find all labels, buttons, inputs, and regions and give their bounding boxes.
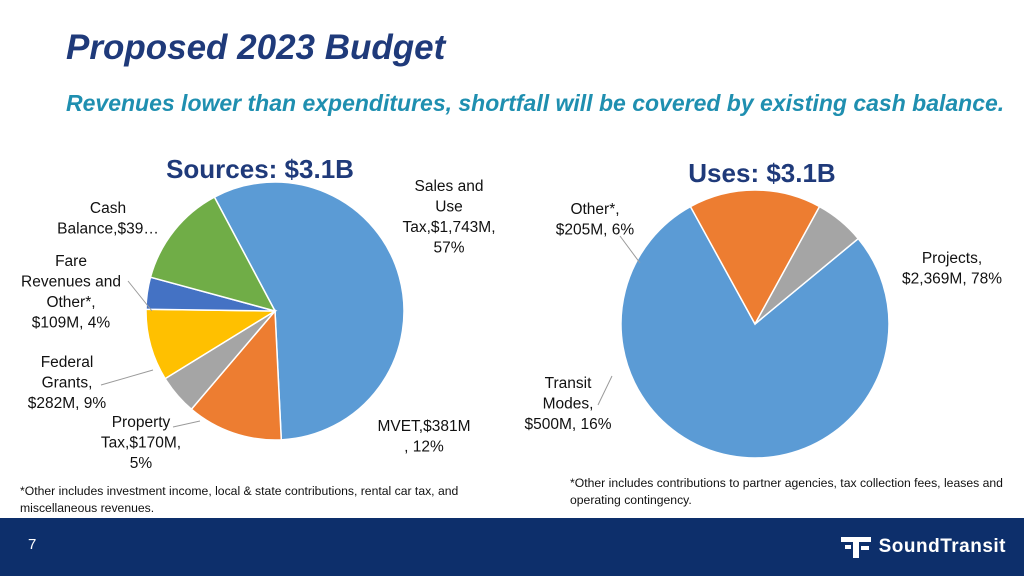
sources-chart-title: Sources: $3.1B [166,154,354,184]
uses-footnote: *Other includes contributions to partner… [570,476,1003,507]
sources-slice-cash-balance [149,196,277,313]
uses-pie: Projects, $2,369M, 78% Transit Modes, $500M,… [524,189,1002,459]
sources-label-cash-balance: Cash Balance,$39… [57,200,159,238]
uses-label-projects: Projects, $2,369M, 78% [902,250,1002,288]
sources-pie: Sales and Use Tax,$1,743M, 57% MVET,$381M, 1… [21,178,496,472]
slide-title: Proposed 2023 Budget [66,28,446,67]
slide-subtitle: Revenues lower than expenditures, shortf… [66,90,1005,116]
sources-footnote: *Other includes investment income, local… [20,484,459,515]
uses-chart-title: Uses: $3.1B [688,158,835,188]
sources-slice-sales-and-use-tax [213,181,405,441]
sources-leader-fare-revenues-and-other [127,280,153,312]
sources-leader-property-tax [172,420,201,428]
page-number: 7 [28,536,37,553]
sources-slice-mvet [190,309,283,441]
budget-charts: Sources: $3.1B Uses: $3.1B Sales and Use T… [21,154,1002,472]
footer-bar: 7 SoundTransit [0,518,1024,576]
uses-leader-other [619,235,641,264]
logo-text: SoundTransit [878,536,1006,557]
uses-slice-other [754,205,860,325]
uses-slice-transit-modes [689,189,821,326]
uses-label-transit-modes: Transit Modes, $500M, 16% [524,375,611,433]
sources-label-mvet: MVET,$381M, 12% [377,418,470,456]
sound-transit-logo-icon [840,537,871,558]
uses-label-other: Other*, $205M, 6% [556,201,635,239]
sources-label-property-tax: Property Tax,$170M, 5% [101,414,181,472]
sources-label-fare-revenues-and-other: Fare Revenues and Other*, $109M, 4% [21,253,121,332]
sources-label-sales-and-use-tax: Sales and Use Tax,$1,743M, 57% [402,178,495,257]
sources-leader-federal-grants [100,369,154,386]
sound-transit-logo: SoundTransit [839,532,1006,562]
uses-leader-transit-modes [597,375,613,406]
sources-label-federal-grants: Federal Grants, $282M, 9% [28,354,107,412]
